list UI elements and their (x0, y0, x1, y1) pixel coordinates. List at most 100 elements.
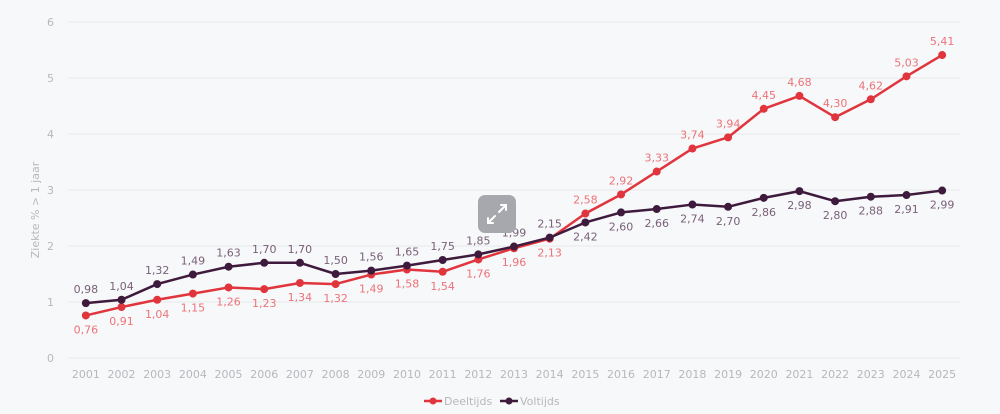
x-tick-label: 2011 (429, 368, 457, 381)
data-point-voltijds (153, 280, 162, 289)
x-tick-label: 2004 (179, 368, 207, 381)
data-label-voltijds: 1,63 (216, 247, 241, 260)
data-point-voltijds (402, 261, 411, 270)
data-label-deeltijds: 1,15 (181, 302, 206, 315)
data-point-deeltijds (617, 190, 626, 199)
data-point-voltijds (652, 205, 661, 214)
data-label-voltijds: 2,88 (859, 205, 884, 218)
data-label-voltijds: 1,49 (181, 255, 206, 268)
data-label-deeltijds: 1,04 (145, 308, 170, 321)
data-point-deeltijds (295, 278, 304, 287)
data-label-deeltijds: 4,68 (787, 76, 812, 89)
x-tick-label: 2009 (357, 368, 385, 381)
y-axis-ticks: 0 1 2 3 4 5 6 (47, 16, 54, 365)
x-tick-label: 2012 (464, 368, 492, 381)
data-point-deeltijds (795, 91, 804, 100)
data-point-voltijds (617, 208, 626, 217)
data-point-deeltijds (652, 167, 661, 176)
data-point-deeltijds (759, 104, 768, 113)
data-label-deeltijds: 5,03 (894, 56, 919, 69)
data-point-voltijds (224, 262, 233, 271)
data-label-voltijds: 1,56 (359, 251, 384, 264)
x-tick-label: 2005 (215, 368, 243, 381)
x-tick-label: 2024 (892, 368, 920, 381)
data-label-deeltijds: 1,96 (502, 256, 527, 269)
x-tick-label: 2019 (714, 368, 742, 381)
data-point-voltijds (795, 187, 804, 196)
data-point-voltijds (938, 186, 947, 195)
data-label-deeltijds: 3,33 (644, 152, 669, 165)
data-label-deeltijds: 2,92 (609, 174, 634, 187)
data-label-deeltijds: 3,74 (680, 129, 705, 142)
data-label-voltijds: 2,74 (680, 213, 705, 226)
data-point-voltijds (117, 295, 126, 304)
legend: Deeltijds Voltijds (424, 395, 560, 408)
data-point-deeltijds (81, 311, 90, 320)
data-point-voltijds (295, 258, 304, 267)
data-label-voltijds: 1,65 (395, 246, 420, 259)
y-tick-label: 6 (47, 16, 54, 29)
data-point-deeltijds (331, 280, 340, 289)
series-line-deeltijds (85, 53, 943, 317)
data-point-voltijds (81, 299, 90, 308)
data-point-deeltijds (866, 95, 875, 104)
data-label-voltijds: 2,86 (752, 206, 777, 219)
y-tick-label: 4 (47, 128, 54, 141)
x-tick-label: 2017 (643, 368, 671, 381)
y-axis-label: Ziekte % > 1 jaar (29, 161, 42, 258)
data-point-voltijds (438, 256, 447, 264)
data-label-deeltijds: 1,23 (252, 297, 277, 310)
data-point-deeltijds (153, 295, 162, 304)
data-point-voltijds (831, 197, 840, 206)
expand-arrows-icon (487, 204, 507, 224)
data-point-voltijds (866, 192, 875, 201)
data-label-deeltijds: 1,58 (395, 278, 420, 291)
data-label-voltijds: 1,32 (145, 264, 170, 277)
data-label-voltijds: 2,60 (609, 220, 634, 233)
expand-button[interactable] (478, 195, 516, 233)
data-point-voltijds (759, 193, 768, 202)
x-tick-label: 2018 (678, 368, 706, 381)
data-label-voltijds: 1,70 (252, 243, 277, 256)
data-label-voltijds: 2,91 (894, 203, 919, 216)
data-label-deeltijds: 1,32 (323, 292, 348, 305)
x-tick-label: 2025 (928, 368, 956, 381)
data-point-voltijds (474, 250, 483, 259)
data-point-deeltijds (688, 144, 697, 153)
data-label-voltijds: 2,70 (716, 215, 741, 228)
data-point-deeltijds (188, 289, 197, 298)
x-tick-label: 2016 (607, 368, 635, 381)
legend-swatch-marker (429, 397, 437, 405)
x-tick-label: 2015 (571, 368, 599, 381)
data-label-deeltijds: 0,76 (74, 323, 99, 336)
data-label-voltijds: 0,98 (74, 283, 99, 296)
data-point-voltijds (688, 200, 697, 209)
data-point-voltijds (260, 258, 269, 267)
data-label-deeltijds: 2,13 (537, 247, 562, 260)
x-tick-label: 2010 (393, 368, 421, 381)
data-point-voltijds (581, 218, 590, 227)
y-tick-label: 3 (47, 184, 54, 197)
data-label-deeltijds: 1,76 (466, 267, 491, 280)
data-label-deeltijds: 3,94 (716, 117, 741, 130)
y-tick-label: 0 (47, 352, 54, 365)
x-tick-label: 2022 (821, 368, 849, 381)
data-label-deeltijds: 1,49 (359, 283, 384, 296)
data-labels: 0,76 0,98 0,91 1,04 1,04 1,32 1,15 1,49 1,26 1,63… (74, 35, 955, 336)
data-point-voltijds (902, 191, 911, 200)
data-point-voltijds (724, 202, 733, 211)
data-label-deeltijds: 4,30 (823, 97, 848, 110)
data-label-voltijds: 1,70 (288, 243, 313, 256)
data-label-voltijds: 1,75 (430, 240, 455, 253)
x-tick-label: 2014 (536, 368, 564, 381)
data-label-voltijds: 2,98 (787, 199, 812, 212)
data-label-voltijds: 1,50 (323, 254, 348, 267)
x-tick-label: 2013 (500, 368, 528, 381)
data-point-deeltijds (260, 285, 269, 294)
data-point-voltijds (331, 270, 340, 278)
y-tick-label: 2 (47, 240, 54, 253)
data-label-voltijds: 1,85 (466, 234, 491, 247)
data-label-voltijds: 2,66 (644, 217, 669, 230)
data-point-deeltijds (224, 283, 233, 292)
